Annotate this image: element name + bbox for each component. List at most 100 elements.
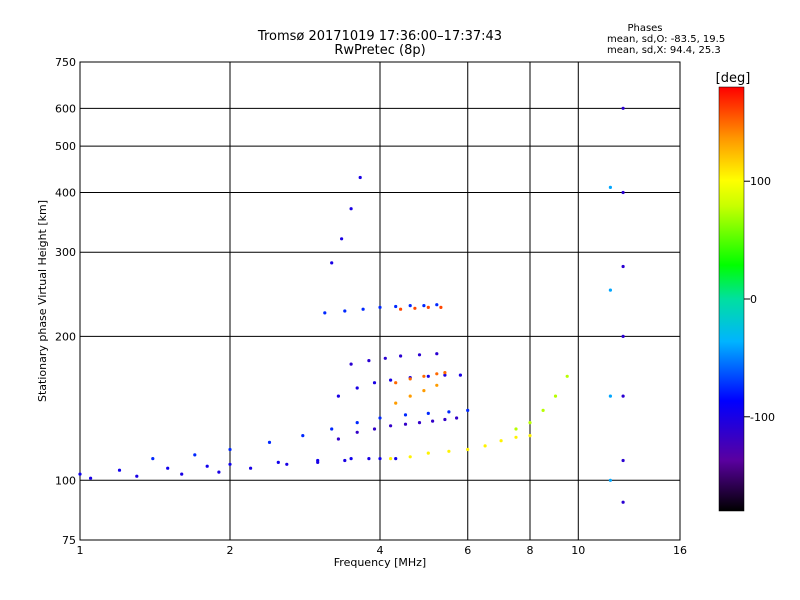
colorbar-label: [deg] bbox=[716, 71, 751, 86]
data-point bbox=[389, 457, 393, 461]
grid bbox=[79, 61, 681, 541]
data-point bbox=[205, 464, 209, 468]
data-point bbox=[378, 305, 382, 309]
data-point bbox=[180, 472, 184, 476]
data-point bbox=[399, 354, 403, 358]
x-tick-label: 16 bbox=[673, 544, 687, 557]
chart-subtitle: RwPretec (8p) bbox=[334, 43, 425, 58]
data-point bbox=[217, 470, 221, 474]
data-point bbox=[378, 416, 382, 420]
data-point bbox=[426, 411, 430, 415]
data-point bbox=[355, 421, 359, 425]
data-point bbox=[408, 394, 412, 398]
phase-stats-header: Phases bbox=[627, 23, 662, 34]
data-point bbox=[447, 449, 451, 453]
data-point bbox=[383, 356, 387, 360]
x-tick-label: 8 bbox=[527, 544, 534, 557]
data-point bbox=[358, 175, 362, 180]
data-point bbox=[408, 304, 412, 308]
data-point bbox=[435, 303, 439, 307]
y-tick-label: 300 bbox=[55, 246, 76, 259]
data-point bbox=[431, 419, 435, 423]
data-point bbox=[249, 466, 253, 470]
data-point bbox=[621, 334, 625, 338]
scatter-points bbox=[78, 106, 625, 504]
x-tick-label: 4 bbox=[377, 544, 384, 557]
data-point bbox=[435, 372, 439, 376]
data-point bbox=[403, 422, 408, 426]
data-point bbox=[355, 430, 359, 434]
data-point bbox=[483, 444, 487, 448]
data-point bbox=[340, 237, 344, 241]
data-point bbox=[301, 434, 305, 438]
data-point bbox=[443, 417, 447, 422]
colorbar-tick-label: 0 bbox=[750, 293, 757, 306]
data-point bbox=[372, 381, 377, 385]
data-point bbox=[336, 437, 340, 441]
y-tick-label: 500 bbox=[55, 140, 76, 153]
data-point bbox=[403, 413, 408, 417]
data-point bbox=[330, 261, 334, 265]
data-point bbox=[367, 457, 371, 461]
data-point bbox=[435, 352, 439, 356]
data-point bbox=[417, 353, 422, 357]
data-point bbox=[355, 386, 359, 390]
data-point bbox=[621, 394, 625, 398]
phase-stats-x: mean, sd,X: 94.4, 25.3 bbox=[607, 45, 721, 56]
data-point bbox=[426, 374, 430, 378]
data-point bbox=[343, 309, 347, 313]
chart-title: Tromsø 20171019 17:36:00–17:37:43 bbox=[257, 29, 502, 44]
data-point bbox=[135, 474, 139, 478]
x-axis-label: Frequency [MHz] bbox=[334, 556, 426, 569]
data-point bbox=[621, 458, 625, 463]
x-tick-label: 1 bbox=[77, 544, 84, 557]
data-point bbox=[89, 476, 93, 480]
y-tick-label: 200 bbox=[55, 330, 76, 343]
data-point bbox=[541, 408, 545, 412]
data-point bbox=[228, 447, 232, 452]
data-point bbox=[349, 362, 353, 366]
phase-stats-o: mean, sd,O: -83.5, 19.5 bbox=[607, 34, 725, 45]
data-point bbox=[621, 106, 625, 110]
data-point bbox=[426, 305, 430, 309]
colorbar-tick-label: 100 bbox=[750, 175, 771, 188]
data-point bbox=[151, 457, 155, 461]
data-point bbox=[367, 359, 371, 363]
data-point bbox=[422, 374, 426, 378]
data-point bbox=[378, 457, 382, 461]
data-point bbox=[621, 190, 625, 195]
x-tick-label: 2 bbox=[227, 544, 234, 557]
data-point bbox=[417, 421, 422, 425]
data-point bbox=[276, 460, 280, 464]
data-point bbox=[336, 394, 340, 398]
data-point bbox=[117, 468, 122, 472]
y-tick-label: 400 bbox=[55, 186, 76, 199]
data-point bbox=[394, 304, 398, 309]
data-point bbox=[443, 373, 447, 377]
data-point bbox=[514, 435, 518, 439]
data-point bbox=[394, 381, 398, 385]
data-point bbox=[389, 424, 393, 428]
data-point bbox=[413, 306, 417, 310]
data-point bbox=[372, 427, 377, 431]
data-point bbox=[499, 439, 503, 443]
y-axis-label: Stationary phase Virtual Height [km] bbox=[36, 200, 49, 402]
data-point bbox=[621, 264, 625, 269]
x-tick-label: 6 bbox=[464, 544, 471, 557]
data-point bbox=[553, 394, 558, 398]
data-point bbox=[514, 427, 518, 431]
data-point bbox=[330, 427, 334, 431]
data-point bbox=[608, 288, 613, 292]
plot-frame bbox=[79, 61, 681, 541]
data-point bbox=[608, 185, 613, 189]
data-point bbox=[166, 466, 170, 470]
data-point bbox=[228, 462, 232, 466]
data-point bbox=[323, 311, 327, 315]
x-tick-labels: 1 2 4 6 8 10 16 bbox=[77, 544, 688, 557]
y-tick-label: 750 bbox=[55, 56, 76, 69]
data-point bbox=[394, 457, 398, 461]
y-tick-label: 600 bbox=[55, 102, 76, 115]
data-point bbox=[343, 458, 347, 463]
data-point bbox=[466, 408, 470, 412]
